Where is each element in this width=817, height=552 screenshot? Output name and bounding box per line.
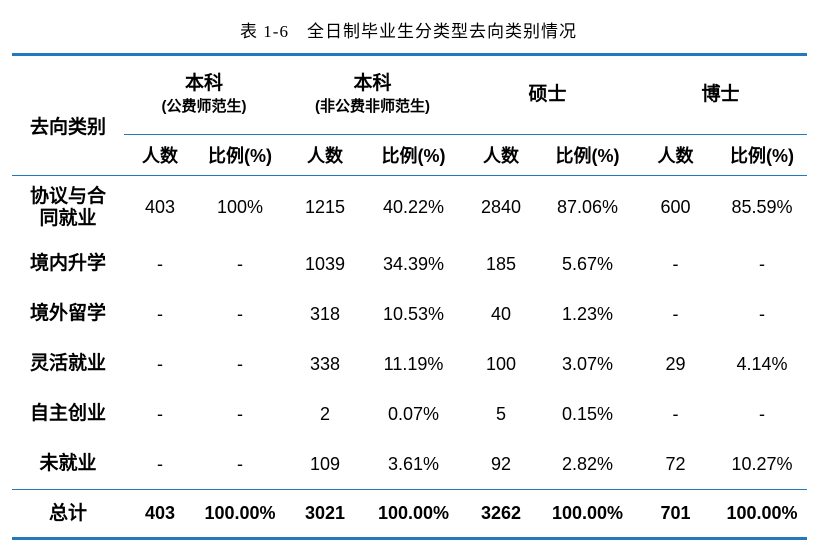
- row-label: 自主创业: [29, 403, 106, 424]
- cell: 100: [485, 353, 517, 374]
- cell: -: [672, 403, 679, 424]
- cell: 0.15%: [561, 403, 614, 424]
- cell: -: [672, 253, 679, 274]
- cell: 1215: [304, 197, 346, 217]
- cell: 701: [634, 489, 718, 539]
- cell: -: [237, 253, 243, 274]
- cell: 2.82%: [561, 453, 614, 474]
- cell: -: [157, 303, 163, 324]
- cell: 0.07%: [387, 403, 440, 424]
- row-label: 境内升学: [29, 253, 106, 274]
- row-label: 灵活就业: [29, 353, 106, 374]
- cell: 5.67%: [561, 253, 614, 274]
- row-label: 未就业: [39, 453, 97, 474]
- cell: 100.00%: [541, 489, 635, 539]
- cell: 338: [309, 353, 341, 374]
- cell: 40: [490, 303, 512, 324]
- cell: 34.39%: [382, 253, 445, 274]
- table-row-self-employment: 自主创业 - - 2 0.07% 5 0.15% - -: [12, 389, 807, 439]
- cell: 72: [665, 453, 686, 474]
- subheader-count: 人数: [284, 134, 366, 176]
- cell: 10.27%: [731, 453, 793, 474]
- row-label: 境外留学: [29, 303, 106, 324]
- cell: 100.00%: [717, 489, 808, 539]
- group-title: 本科: [353, 73, 392, 94]
- group-subtitle: (公费师范生): [161, 98, 247, 115]
- subheader-ratio: 比例(%): [541, 134, 635, 176]
- graduate-destination-table: 去向类别 本科 (公费师范生) 本科 (非公费非师范生) 硕士 博士 人数: [12, 53, 808, 540]
- cell: 3.07%: [561, 353, 614, 374]
- cell: 1.23%: [561, 303, 614, 324]
- cell: 100.00%: [196, 489, 284, 539]
- subheader-ratio: 比例(%): [366, 134, 461, 176]
- table-row-overseas-study: 境外留学 - - 318 10.53% 40 1.23% - -: [12, 289, 807, 339]
- group-header-row: 去向类别 本科 (公费师范生) 本科 (非公费非师范生) 硕士 博士: [12, 54, 808, 176]
- table-row-flexible-employment: 灵活就业 - - 338 11.19% 100 3.07% 29 4.14%: [12, 339, 807, 389]
- cell: 403: [124, 489, 196, 539]
- cell: 100%: [216, 197, 264, 217]
- cell: 10.53%: [382, 303, 445, 324]
- subheader-row: 人数 比例(%) 人数 比例(%) 人数 比例(%) 人数 比例(%): [12, 134, 808, 176]
- cell: -: [759, 253, 766, 274]
- row-label: 协议与合同就业: [29, 185, 106, 229]
- group-header-doctor: 博士: [634, 54, 808, 135]
- cell: 3262: [461, 489, 541, 539]
- row-label-total: 总计: [12, 489, 124, 539]
- cell: 40.22%: [382, 197, 445, 217]
- table-row-domestic-study: 境内升学 - - 1039 34.39% 185 5.67% - -: [12, 239, 807, 289]
- group-header-master: 硕士: [461, 54, 635, 135]
- cell: 100.00%: [366, 489, 461, 539]
- cell: 5: [495, 403, 506, 424]
- cell: -: [157, 403, 163, 424]
- cell: 403: [144, 197, 176, 217]
- cell: 87.06%: [556, 197, 619, 217]
- cell: 92: [490, 453, 512, 474]
- cell: 109: [309, 453, 341, 474]
- cell: 29: [665, 353, 686, 374]
- column-header-destination-category: 去向类别: [12, 54, 124, 176]
- cell: 600: [660, 197, 691, 217]
- cell: 4.14%: [736, 353, 788, 374]
- subheader-count: 人数: [124, 134, 196, 176]
- cell: -: [237, 353, 243, 374]
- cell: 2: [319, 403, 330, 424]
- table-row-total: 总计 403 100.00% 3021 100.00% 3262 100.00%…: [12, 489, 808, 539]
- cell: -: [237, 403, 243, 424]
- cell: -: [237, 453, 243, 474]
- cell: -: [157, 453, 163, 474]
- cell: -: [759, 403, 766, 424]
- table-row-unemployed: 未就业 - - 109 3.61% 92 2.82% 72 10.27%: [12, 439, 807, 490]
- cell: 3.61%: [387, 453, 440, 474]
- cell: 3021: [284, 489, 366, 539]
- cell: -: [157, 253, 163, 274]
- cell: -: [157, 353, 163, 374]
- group-header-bachelor-nonfunded: 本科 (非公费非师范生): [284, 54, 461, 135]
- group-subtitle: (非公费非师范生): [315, 98, 430, 115]
- cell: -: [237, 303, 243, 324]
- cell: 185: [485, 253, 517, 274]
- cell: 85.59%: [731, 197, 793, 217]
- cell: 11.19%: [383, 353, 444, 374]
- subheader-count: 人数: [634, 134, 718, 176]
- subheader-ratio: 比例(%): [196, 134, 284, 176]
- cell: 1039: [304, 253, 346, 274]
- table-row-contract-employment: 协议与合同就业 403 100% 1215 40.22% 2840 87.06%…: [12, 176, 807, 240]
- group-title: 本科: [184, 73, 223, 94]
- subheader-count: 人数: [461, 134, 541, 176]
- table-caption: 表 1-6 全日制毕业生分类型去向类别情况: [240, 22, 577, 41]
- group-title: 硕士: [528, 84, 567, 105]
- subheader-ratio: 比例(%): [717, 134, 808, 176]
- group-title: 博士: [701, 84, 740, 105]
- cell: 318: [309, 303, 341, 324]
- cell: -: [672, 303, 679, 324]
- cell: 2840: [480, 197, 522, 217]
- cell: -: [759, 303, 766, 324]
- group-header-bachelor-funded: 本科 (公费师范生): [124, 54, 284, 135]
